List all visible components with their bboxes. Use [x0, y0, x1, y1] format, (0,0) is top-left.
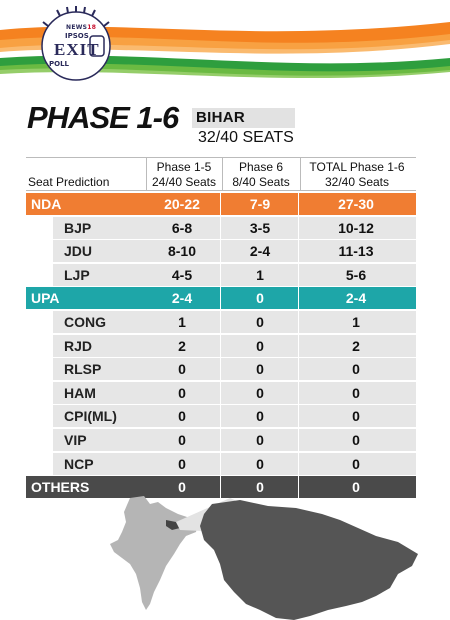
seat-value-phase-6: 0 [256, 431, 264, 448]
logo-poll-text: POLL [49, 60, 70, 68]
seat-value-phase-6: 0 [256, 361, 264, 378]
seat-value-phase-1-5: 1 [178, 313, 186, 330]
seats-subtitle: 32/40 SEATS [198, 129, 294, 146]
bihar-map [100, 492, 430, 620]
party-row-bjp: BJP 6-8 3-5 10-12 [26, 216, 416, 239]
seat-value-total: 0 [352, 408, 360, 425]
seat-value-phase-1-5: 0 [178, 361, 186, 378]
row-label: HAM [64, 384, 96, 401]
seat-value-phase-6: 0 [256, 408, 264, 425]
group-row-upa: UPA 2-4 0 2-4 [26, 287, 416, 310]
tricolor-banner [0, 0, 450, 92]
party-row-rjd: RJD 2 0 2 [26, 334, 416, 357]
state-name: BIHAR [196, 109, 245, 126]
table-body: NDA 20-22 7-9 27-30 BJP 6-8 3-5 10-12 JDU 8-10 2-4… [26, 191, 416, 499]
row-label: BJP [64, 219, 92, 236]
seat-value-phase-6: 1 [256, 266, 264, 283]
seat-value-phase-1-5: 8-10 [167, 243, 197, 260]
logo-exit-text: EXIT [54, 40, 100, 59]
seat-value-phase-6: 0 [256, 455, 264, 472]
row-label: NCP [64, 455, 94, 472]
seat-value-phase-1-5: 0 [178, 384, 186, 401]
bihar-state-shape [200, 500, 418, 620]
seat-value-phase-1-5: 2-4 [171, 290, 193, 307]
seat-value-total: 0 [352, 361, 360, 378]
column-header-total: TOTAL Phase 1-6 32/40 Seats [309, 160, 405, 189]
row-label: VIP [64, 431, 87, 448]
party-row-ham: HAM 0 0 0 [26, 381, 416, 404]
seat-prediction-table: Seat Prediction Phase 1-5 24/40 Seats Pha… [26, 157, 416, 500]
row-label: CONG [64, 313, 106, 330]
seat-value-total: 2-4 [345, 290, 367, 307]
group-row-nda: NDA 20-22 7-9 27-30 [26, 193, 416, 215]
news18-ipsos-exit-poll-logo: NEWS18 IPSOS EXIT POLL [24, 2, 128, 82]
seat-value-total: 0 [352, 455, 360, 472]
party-row-ljp: LJP 4-5 1 5-6 [26, 263, 416, 286]
seat-value-phase-1-5: 0 [178, 431, 186, 448]
group-row-others: OTHERS 0 0 0 [26, 476, 416, 499]
seat-value-total: 10-12 [338, 219, 374, 236]
seat-value-phase-1-5: 4-5 [171, 266, 193, 283]
seat-value-total: 0 [352, 431, 360, 448]
party-row-rlsp: RLSP 0 0 0 [26, 358, 416, 381]
column-header-phase-6: Phase 6 8/40 Seats [232, 160, 290, 189]
seat-value-phase-6: 0 [256, 384, 264, 401]
column-header-phase-1-5: Phase 1-5 24/40 Seats [151, 160, 217, 189]
seat-value-phase-6: 2-4 [249, 243, 271, 260]
row-label: JDU [64, 243, 93, 260]
logo-ipsos-text: IPSOS [65, 32, 89, 40]
seat-value-phase-1-5: 0 [178, 455, 186, 472]
party-row-ncp: NCP 0 0 0 [26, 452, 416, 475]
seat-prediction-header: Seat Prediction [28, 175, 110, 189]
seat-value-total: 2 [352, 337, 360, 354]
row-label: RJD [64, 337, 93, 354]
seat-value-phase-1-5: 2 [178, 337, 186, 354]
seat-value-phase-6: 0 [256, 337, 264, 354]
seat-value-phase-1-5: 20-22 [164, 196, 200, 212]
logo-news18-text: NEWS18 [66, 24, 97, 31]
state-label-background [192, 108, 295, 128]
seat-value-total: 5-6 [345, 266, 367, 283]
seat-value-phase-6: 0 [256, 313, 264, 330]
seat-value-phase-6: 0 [256, 479, 264, 496]
row-label: UPA [31, 290, 60, 307]
row-label: RLSP [64, 361, 102, 378]
seat-value-total: 0 [352, 384, 360, 401]
party-row-vip: VIP 0 0 0 [26, 428, 416, 451]
india-bihar-highlight [166, 520, 180, 530]
seat-value-total: 11-13 [338, 243, 374, 260]
seat-value-total: 0 [352, 479, 360, 496]
row-label: LJP [64, 266, 90, 283]
page-title: PHASE 1-6 [27, 100, 179, 135]
seat-value-phase-1-5: 0 [178, 408, 186, 425]
india-map-shape [110, 496, 198, 610]
seat-value-total: 27-30 [338, 196, 374, 212]
party-row-cong: CONG 1 0 1 [26, 310, 416, 333]
seat-value-phase-1-5: 6-8 [171, 219, 193, 236]
seat-value-phase-6: 7-9 [249, 196, 271, 212]
seat-value-phase-6: 3-5 [249, 219, 271, 236]
row-label: CPI(ML) [64, 408, 117, 425]
seat-value-total: 1 [352, 313, 360, 330]
row-label: NDA [31, 196, 62, 212]
seat-value-phase-6: 0 [256, 290, 264, 307]
row-label: OTHERS [31, 479, 90, 496]
seat-value-phase-1-5: 0 [178, 479, 186, 496]
party-row-cpiml: CPI(ML) 0 0 0 [26, 405, 416, 428]
table-header: Seat Prediction Phase 1-5 24/40 Seats Pha… [26, 157, 416, 191]
party-row-jdu: JDU 8-10 2-4 11-13 [26, 240, 416, 263]
